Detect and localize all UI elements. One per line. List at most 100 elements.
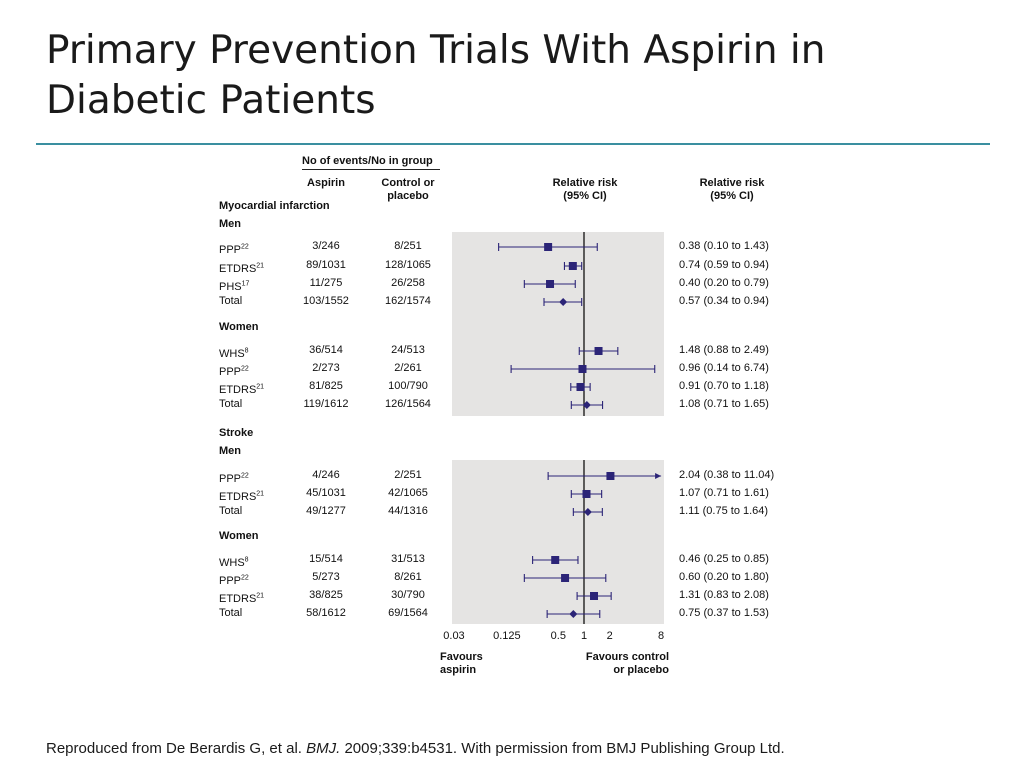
control-events: 24/513 (391, 344, 425, 356)
rr-header-line2: (95% CI) (710, 190, 754, 202)
point-estimate-square (582, 490, 591, 498)
study-name: WHS8 (219, 556, 249, 569)
control-header-line1: Control or (381, 177, 435, 189)
x-tick-label: 2 (606, 630, 613, 642)
subgroup-label: Men (219, 445, 241, 457)
subgroup-label: Women (219, 530, 259, 542)
aspirin-events: 45/1031 (306, 487, 346, 499)
favours-right-line2: or placebo (613, 664, 669, 676)
control-events: 128/1065 (385, 259, 431, 271)
title-divider (36, 143, 990, 145)
point-estimate-square (590, 592, 599, 600)
x-tick-label: 8 (658, 630, 665, 642)
relative-risk-text: 1.08 (0.71 to 1.65) (679, 398, 769, 410)
relative-risk-text: 0.91 (0.70 to 1.18) (679, 380, 769, 392)
slide-title-line2: Diabetic Patients (46, 78, 376, 123)
relative-risk-text: 0.75 (0.37 to 1.53) (679, 607, 769, 619)
point-estimate-square (576, 383, 585, 391)
point-estimate-square (578, 365, 587, 373)
plot-column-header: Relative risk (95% CI) (535, 177, 635, 203)
slide-title: Primary Prevention Trials With Aspirin i… (46, 26, 946, 126)
aspirin-events: 4/246 (312, 469, 340, 481)
relative-risk-text: 0.38 (0.10 to 1.43) (679, 240, 769, 252)
study-name: PPP22 (219, 243, 249, 256)
subgroup-label: Men (219, 218, 241, 230)
control-events: 26/258 (391, 277, 425, 289)
control-events: 44/1316 (388, 505, 428, 517)
caption-pre: Reproduced from De Berardis G, et al. (46, 740, 307, 757)
relative-risk-text: 0.74 (0.59 to 0.94) (679, 259, 769, 271)
relative-risk-text: 1.11 (0.75 to 1.64) (679, 505, 769, 517)
aspirin-events: 81/825 (309, 380, 343, 392)
relative-risk-text: 1.48 (0.88 to 2.49) (679, 344, 769, 356)
relative-risk-text: 0.96 (0.14 to 6.74) (679, 362, 769, 374)
outcome-label: Myocardial infarction (219, 200, 330, 212)
favours-right-line1: Favours control (585, 651, 669, 663)
study-name: Total (219, 607, 243, 619)
control-events: 42/1065 (388, 487, 428, 499)
aspirin-events: 38/825 (309, 589, 343, 601)
favours-left-line2: aspirin (440, 664, 477, 676)
point-estimate-square (561, 574, 570, 582)
point-estimate-square (546, 280, 555, 288)
aspirin-column-header: Aspirin (307, 177, 345, 189)
study-name: ETDRS21 (219, 490, 265, 503)
study-name: PPP22 (219, 472, 249, 485)
outcome-label: Stroke (219, 427, 254, 439)
ci-arrow (655, 473, 662, 479)
study-name: Total (219, 398, 243, 410)
study-name: Total (219, 295, 243, 307)
aspirin-events: 5/273 (312, 571, 340, 583)
relative-risk-text: 1.31 (0.83 to 2.08) (679, 589, 769, 601)
pooled-estimate-diamond (582, 401, 591, 409)
point-estimate-square (551, 556, 560, 564)
control-events: 30/790 (391, 589, 425, 601)
control-events: 8/251 (394, 240, 422, 252)
aspirin-events: 49/1277 (306, 505, 346, 517)
control-events: 2/251 (394, 469, 422, 481)
aspirin-events: 3/246 (312, 240, 340, 252)
stroke-plot-panel (452, 460, 664, 624)
aspirin-events: 15/514 (309, 553, 343, 565)
relative-risk-text: 2.04 (0.38 to 11.04) (679, 469, 775, 481)
aspirin-events: 119/1612 (303, 398, 349, 410)
study-name: WHS8 (219, 347, 249, 360)
favours-aspirin-label: Favours aspirin (440, 651, 483, 677)
control-header-line2: placebo (387, 190, 429, 202)
pooled-estimate-diamond (569, 610, 578, 618)
plot-header-line1: Relative risk (552, 177, 618, 189)
control-events: 2/261 (394, 362, 422, 374)
source-caption: Reproduced from De Berardis G, et al. BM… (46, 740, 785, 757)
pooled-estimate-diamond (559, 298, 568, 306)
point-estimate-square (594, 347, 603, 355)
events-group-header: No of events/No in group (302, 155, 433, 167)
plot-header-line2: (95% CI) (563, 190, 607, 202)
aspirin-events: 58/1612 (306, 607, 346, 619)
relative-risk-text: 1.07 (0.71 to 1.61) (679, 487, 769, 499)
favours-left-line1: Favours (440, 651, 483, 663)
slide-title-line1: Primary Prevention Trials With Aspirin i… (46, 28, 826, 73)
point-estimate-square (606, 472, 615, 480)
x-tick-label: 0.03 (443, 630, 465, 642)
rr-header-line1: Relative risk (699, 177, 765, 189)
rr-column-header: Relative risk (95% CI) (680, 177, 784, 203)
mi-plot-panel (452, 232, 664, 416)
point-estimate-square (544, 243, 553, 251)
aspirin-events: 36/514 (309, 344, 343, 356)
aspirin-events: 103/1552 (303, 295, 349, 307)
control-events: 31/513 (391, 553, 425, 565)
study-name: ETDRS21 (219, 383, 265, 396)
control-events: 100/790 (388, 380, 428, 392)
control-events: 8/261 (394, 571, 422, 583)
study-name: ETDRS21 (219, 592, 265, 605)
control-events: 162/1574 (385, 295, 431, 307)
x-tick-label: 1 (580, 630, 588, 642)
aspirin-events: 2/273 (312, 362, 340, 374)
caption-journal: BMJ. (306, 740, 341, 757)
study-name: PPP22 (219, 574, 249, 587)
relative-risk-text: 0.40 (0.20 to 0.79) (679, 277, 769, 289)
relative-risk-text: 0.46 (0.25 to 0.85) (679, 553, 769, 565)
relative-risk-text: 0.57 (0.34 to 0.94) (679, 295, 769, 307)
events-group-underline (302, 169, 440, 170)
study-name: PHS17 (219, 280, 250, 293)
